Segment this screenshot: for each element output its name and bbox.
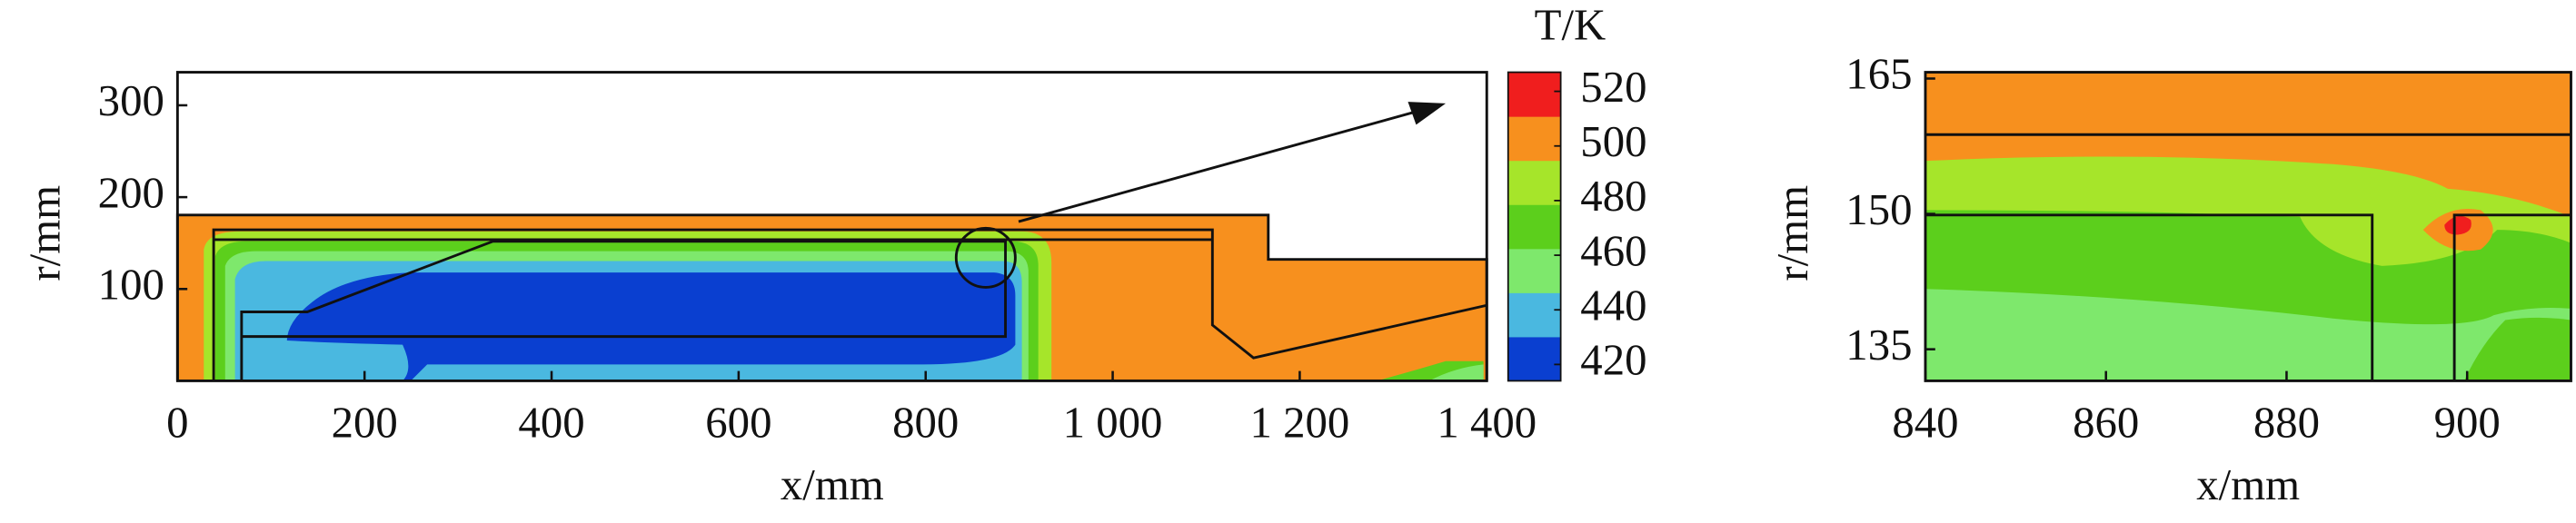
geometry-outline [212, 228, 1487, 381]
x-axis-label: x/mm [781, 460, 884, 509]
y-tick-label: 200 [98, 168, 164, 217]
x-tick-label: 800 [892, 398, 959, 447]
plot-frame [1924, 71, 2572, 382]
x-tick-label: 880 [2253, 398, 2320, 447]
colorbar-band [1507, 336, 1561, 381]
x-tick-label: 840 [1892, 398, 1958, 447]
x-tick-label: 860 [2073, 398, 2139, 447]
y-tick-label: 150 [1845, 185, 1912, 234]
y-axis-label: r/mm [21, 185, 70, 281]
contour-region [1925, 289, 2571, 381]
plot-frame [175, 71, 1488, 382]
contour-region [286, 272, 1016, 381]
arrow-head [1407, 102, 1447, 125]
colorbar-band [1507, 248, 1561, 293]
x-tick-label: 200 [332, 398, 398, 447]
geometry-outline [1925, 213, 2374, 381]
colorbar-tick-label: 440 [1580, 281, 1646, 330]
colorbar-tick-label: 460 [1580, 226, 1646, 275]
contour-region [1428, 364, 1484, 381]
colorbar-frame [1507, 71, 1562, 382]
zoom-arrow [1018, 110, 1417, 223]
colorbar-tick-label: 520 [1580, 63, 1646, 112]
contour-region [2463, 317, 2571, 381]
x-axis-label: x/mm [2196, 460, 2300, 509]
x-tick-label: 1 000 [1063, 398, 1163, 447]
y-tick-label: 165 [1845, 50, 1912, 99]
colorbar-title: T/K [1535, 1, 1606, 50]
colorbar-tick-label: 500 [1580, 117, 1646, 166]
colorbar-band [1507, 160, 1561, 205]
colorbar-tick-label: 420 [1580, 336, 1646, 385]
x-tick-label: 1 400 [1437, 398, 1537, 447]
contour-region [2444, 215, 2472, 235]
y-tick-label: 300 [98, 76, 164, 125]
y-axis-label: r/mm [1768, 185, 1817, 281]
x-tick-label: 900 [2434, 398, 2501, 447]
y-tick-label: 135 [1845, 321, 1912, 370]
x-tick-label: 400 [518, 398, 584, 447]
y-tick-label: 100 [98, 260, 164, 309]
geometry-outline [2452, 213, 2571, 381]
contour-region [243, 336, 409, 381]
colorbar-band [1507, 72, 1561, 117]
zoom-circle [954, 226, 1017, 289]
x-tick-label: 1 200 [1250, 398, 1350, 447]
colorbar-band [1507, 204, 1561, 250]
x-tick-label: 600 [705, 398, 771, 447]
colorbar-tick-label: 480 [1580, 172, 1646, 221]
colorbar-band [1507, 292, 1561, 338]
geometry-outline [240, 240, 1007, 381]
colorbar-band [1507, 116, 1561, 162]
x-tick-label: 0 [166, 398, 188, 447]
